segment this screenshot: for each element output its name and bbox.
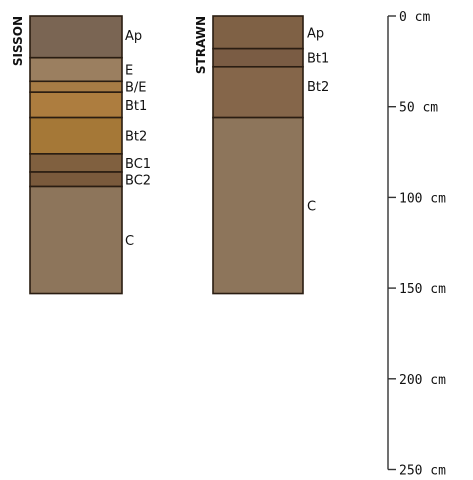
- sisson-horizon-bc2: [29, 171, 123, 188]
- depth-tick-label: 200 cm: [399, 373, 446, 388]
- strawn-horizon-label: Ap: [307, 26, 324, 41]
- strawn-profile: STRAWN Ap Bt1 Bt2 C: [194, 15, 329, 295]
- sisson-horizon-ap: [29, 15, 123, 59]
- sisson-horizon-bc1: [29, 153, 123, 173]
- sisson-horizon-label: Ap: [125, 29, 142, 44]
- sisson-horizon-b-e: [29, 80, 123, 93]
- sisson-horizon-bt2: [29, 116, 123, 155]
- strawn-horizon-bt2: [212, 65, 304, 119]
- strawn-title: STRAWN: [194, 16, 208, 74]
- sisson-horizon-label: C: [125, 234, 134, 249]
- depth-tick-label: 100 cm: [399, 191, 446, 206]
- strawn-horizon-bt1: [212, 47, 304, 68]
- sisson-horizon-label: Bt1: [125, 99, 147, 114]
- strawn-horizon-label: Bt1: [307, 52, 329, 67]
- sisson-horizon-e: [29, 56, 123, 83]
- sisson-horizon-c: [29, 185, 123, 295]
- strawn-horizon-label: C: [307, 200, 316, 215]
- sisson-title: SISSON: [11, 16, 25, 66]
- strawn-horizon-ap: [212, 15, 304, 50]
- strawn-horizon-c: [212, 116, 304, 295]
- sisson-horizon-label: B/E: [125, 81, 147, 96]
- sisson-horizon-label: Bt2: [125, 130, 147, 145]
- depth-tick-label: 250 cm: [399, 464, 446, 479]
- depth-tick-label: 0 cm: [399, 10, 430, 25]
- sisson-horizon-label: BC1: [125, 157, 151, 172]
- sisson-horizon-label: BC2: [125, 173, 151, 188]
- sisson-horizon-label: E: [125, 64, 133, 79]
- strawn-horizon-label: Bt2: [307, 80, 329, 95]
- depth-scale: 0 cm 50 cm 100 cm 150 cm 200 cm 250 cm: [387, 10, 446, 479]
- sisson-horizon-bt1: [29, 91, 123, 119]
- depth-tick-label: 50 cm: [399, 101, 438, 116]
- depth-tick-label: 150 cm: [399, 282, 446, 297]
